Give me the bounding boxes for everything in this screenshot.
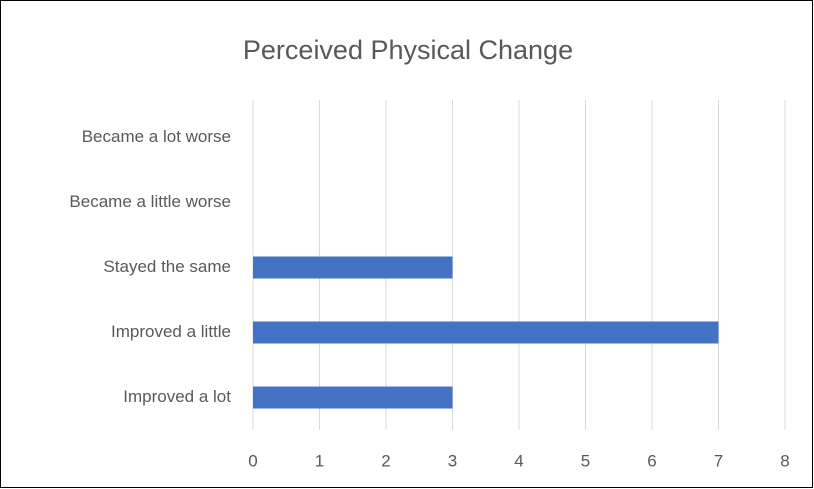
x-tick-label: 4 — [514, 451, 523, 470]
y-tick-label: Stayed the same — [103, 257, 231, 276]
y-tick-label: Improved a lot — [123, 387, 231, 406]
x-tick-label: 6 — [647, 451, 656, 470]
bar — [253, 386, 453, 409]
x-tick-label: 7 — [714, 451, 723, 470]
x-tick-label: 5 — [581, 451, 590, 470]
y-tick-label: Improved a little — [111, 322, 231, 341]
y-tick-label: Became a lot worse — [82, 127, 231, 146]
x-tick-label: 8 — [780, 451, 789, 470]
x-tick-label: 1 — [315, 451, 324, 470]
chart-title: Perceived Physical Change — [243, 35, 573, 65]
bar — [253, 256, 453, 279]
x-tick-label: 0 — [248, 451, 257, 470]
bar — [253, 321, 719, 344]
x-tick-label: 3 — [448, 451, 457, 470]
y-tick-label: Became a little worse — [69, 192, 231, 211]
x-tick-label: 2 — [381, 451, 390, 470]
